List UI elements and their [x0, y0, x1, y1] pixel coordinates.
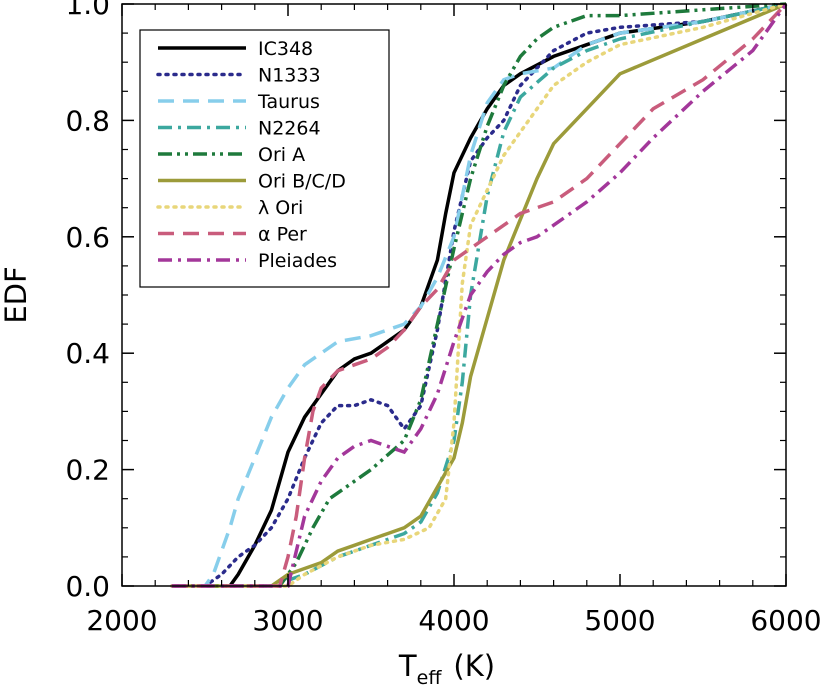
x-axis-label: Teff (K)	[398, 649, 495, 689]
series-line-1	[170, 2, 788, 588]
series-line-3	[171, 2, 787, 588]
y-tick-label-0: 0.0	[65, 570, 110, 603]
x-tick-label-2: 4000	[418, 604, 489, 637]
x-tick-label-4: 6000	[750, 604, 821, 637]
legend-label-6: λ Ori	[258, 197, 303, 219]
legend-label-5: Ori B/C/D	[258, 171, 346, 193]
x-axis-label-main: T	[398, 649, 417, 683]
y-axis-label: EDF	[0, 266, 33, 323]
legend-label-1: N1333	[258, 65, 321, 87]
legend-label-4: Ori A	[258, 144, 305, 166]
legend-label-0: IC348	[258, 38, 313, 60]
y-tick-label-1: 0.2	[65, 454, 110, 487]
tick-layer: 2000 3000 4000 5000 6000 0.0 0.2 0.4 0.6 0.8 1.0	[65, 0, 821, 637]
y-tick-label-4: 0.8	[65, 104, 110, 137]
legend-label-8: Pleiades	[258, 250, 337, 272]
y-tick-label-5: 1.0	[65, 0, 110, 21]
legend-label-7: α Per	[258, 224, 307, 246]
series-line-7	[171, 2, 788, 588]
series-line-5	[171, 2, 787, 588]
series-line-4	[171, 2, 787, 588]
x-axis-label-unit: (K)	[453, 649, 495, 683]
legend: IC348 N1333 Taurus N2264 Ori A Ori B/C/D λ Ori…	[139, 29, 390, 288]
x-tick-label-0: 2000	[86, 604, 157, 637]
series-line-8	[171, 2, 788, 588]
x-tick-label-1: 3000	[252, 604, 323, 637]
series-line-6	[170, 2, 788, 588]
legend-label-3: N2264	[258, 118, 321, 140]
x-tick-label-3: 5000	[584, 604, 655, 637]
y-tick-label-2: 0.4	[65, 337, 110, 370]
x-axis-label-sub: eff	[417, 667, 443, 689]
series-layer	[170, 2, 788, 588]
legend-label-2: Taurus	[257, 91, 320, 113]
y-tick-label-3: 0.6	[65, 221, 110, 254]
